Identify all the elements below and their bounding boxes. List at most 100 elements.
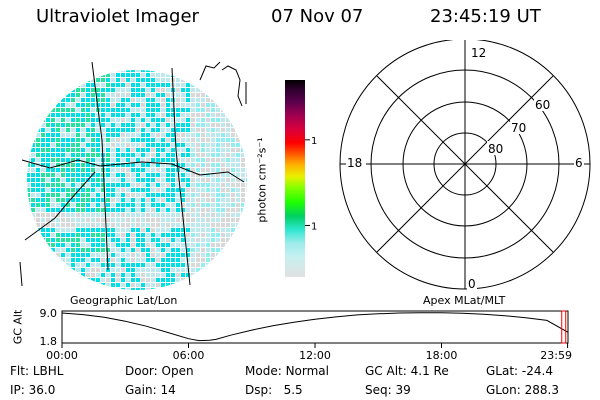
emission-pixel (51, 163, 55, 167)
emission-pixel (206, 208, 210, 212)
emission-pixel (71, 238, 75, 242)
emission-pixel (226, 253, 230, 257)
emission-pixel (146, 148, 150, 152)
emission-pixel (61, 208, 65, 212)
emission-pixel (61, 158, 65, 162)
emission-pixel (206, 133, 210, 137)
emission-pixel (31, 263, 35, 267)
emission-pixel (86, 148, 90, 152)
emission-pixel (201, 148, 205, 152)
emission-pixel (186, 238, 190, 242)
emission-pixel (166, 148, 170, 152)
emission-pixel (111, 188, 115, 192)
emission-pixel (111, 263, 115, 267)
emission-pixel (71, 183, 75, 187)
emission-pixel (236, 283, 240, 287)
emission-pixel (116, 248, 120, 252)
emission-pixel (76, 98, 80, 102)
emission-pixel (146, 183, 150, 187)
emission-pixel (216, 93, 220, 97)
emission-pixel (56, 243, 60, 247)
emission-pixel (141, 238, 145, 242)
emission-pixel (191, 178, 195, 182)
emission-pixel (126, 283, 130, 287)
emission-pixel (206, 193, 210, 197)
emission-pixel (176, 108, 180, 112)
emission-pixel (91, 288, 95, 290)
emission-pixel (191, 78, 195, 82)
emission-pixel (41, 213, 45, 217)
emission-pixel (166, 108, 170, 112)
emission-pixel (101, 243, 105, 247)
emission-pixel (27, 228, 30, 232)
emission-pixel (186, 253, 190, 257)
emission-pixel (136, 98, 140, 102)
emission-pixel (91, 178, 95, 182)
emission-pixel (96, 78, 100, 82)
emission-pixel (76, 188, 80, 192)
emission-pixel (101, 253, 105, 257)
emission-pixel (191, 283, 195, 287)
emission-pixel (176, 188, 180, 192)
emission-pixel (141, 268, 145, 272)
emission-pixel (71, 253, 75, 257)
emission-pixel (86, 188, 90, 192)
emission-pixel (146, 273, 150, 277)
emission-pixel (131, 93, 135, 97)
emission-pixel (156, 228, 160, 232)
emission-pixel (241, 213, 245, 217)
emission-pixel (76, 268, 80, 272)
emission-pixel (151, 193, 155, 197)
emission-pixel (211, 73, 215, 77)
emission-pixel (81, 193, 85, 197)
emission-pixel (131, 123, 135, 127)
emission-pixel (136, 203, 140, 207)
emission-pixel (186, 133, 190, 137)
emission-pixel (181, 128, 185, 132)
emission-pixel (41, 153, 45, 157)
emission-pixel (61, 133, 65, 137)
emission-pixel (136, 193, 140, 197)
emission-pixel (206, 223, 210, 227)
emission-pixel (71, 213, 75, 217)
emission-pixel (146, 108, 150, 112)
emission-pixel (91, 113, 95, 117)
emission-pixel (96, 283, 100, 287)
emission-pixel (246, 123, 247, 127)
emission-pixel (196, 238, 200, 242)
emission-pixel (51, 108, 55, 112)
emission-pixel (236, 238, 240, 242)
emission-pixel (41, 98, 45, 102)
emission-pixel (196, 83, 200, 87)
emission-pixel (96, 253, 100, 257)
emission-pixel (206, 203, 210, 207)
emission-pixel (151, 168, 155, 172)
emission-pixel (101, 273, 105, 277)
emission-pixel (36, 288, 40, 290)
emission-pixel (156, 198, 160, 202)
emission-pixel (226, 273, 230, 277)
emission-pixel (156, 168, 160, 172)
emission-pixel (31, 218, 35, 222)
emission-pixel (216, 123, 220, 127)
emission-pixel (106, 233, 110, 237)
emission-pixel (161, 88, 165, 92)
emission-pixel (101, 283, 105, 287)
emission-pixel (66, 208, 70, 212)
emission-pixel (151, 243, 155, 247)
emission-pixel (36, 128, 40, 132)
emission-pixel (206, 70, 210, 72)
emission-pixel (81, 93, 85, 97)
emission-pixel (76, 153, 80, 157)
emission-pixel (241, 133, 245, 137)
emission-pixel (96, 83, 100, 87)
emission-pixel (186, 273, 190, 277)
emission-pixel (71, 248, 75, 252)
emission-pixel (186, 108, 190, 112)
emission-pixel (36, 133, 40, 137)
emission-pixel (61, 123, 65, 127)
emission-pixel (61, 168, 65, 172)
emission-pixel (91, 228, 95, 232)
emission-pixel (196, 113, 200, 117)
emission-pixel (121, 78, 125, 82)
